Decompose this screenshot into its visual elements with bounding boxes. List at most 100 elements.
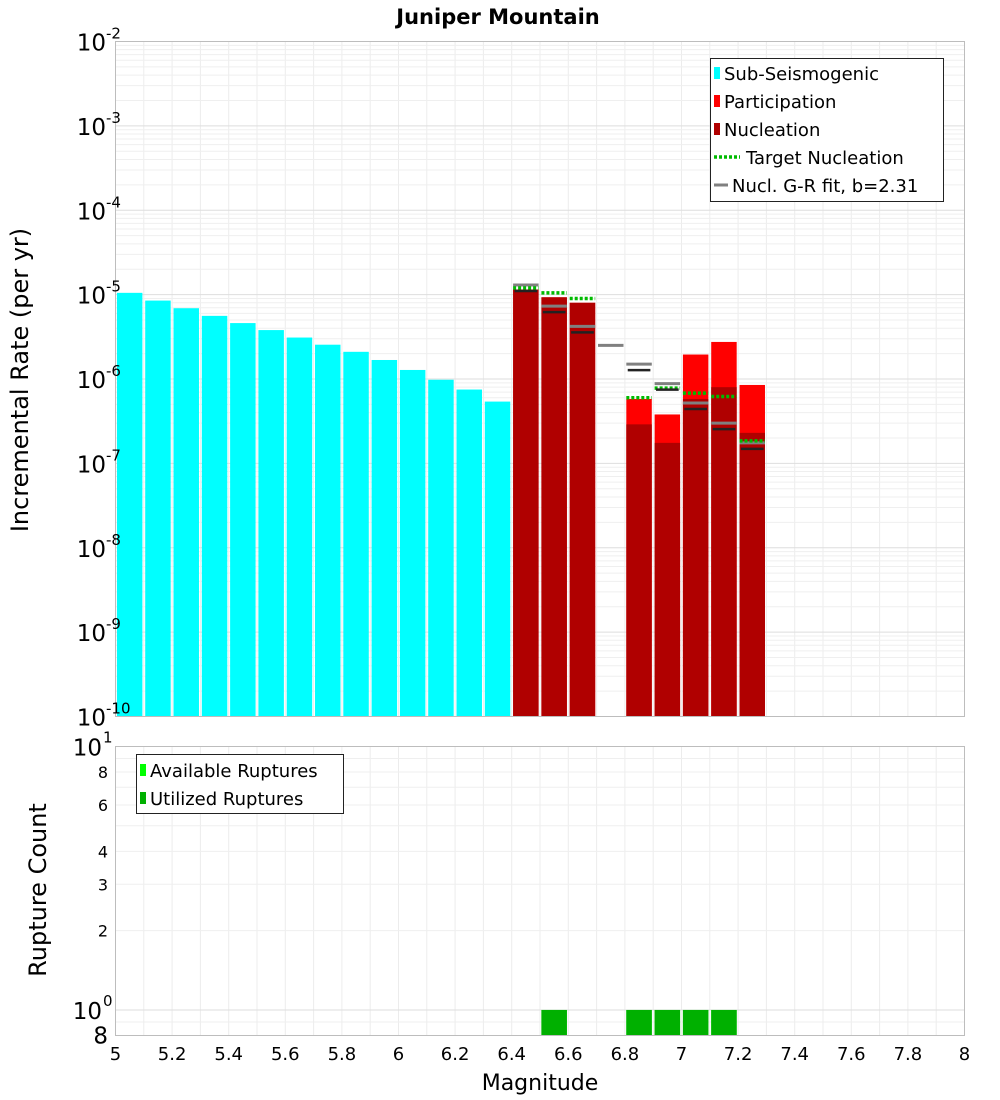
legend-swatch-sub-seismogenic — [714, 67, 720, 79]
x-tick-label: 6.8 — [611, 1044, 640, 1065]
top-y-tick-base: 10 — [77, 31, 106, 57]
top-y-tick: 10 -8 — [77, 531, 121, 563]
sub-seismogenic-bar — [258, 330, 284, 717]
x-tick-label: 5.8 — [328, 1044, 357, 1065]
bottom-legend: Available Ruptures Utilized Ruptures — [136, 754, 344, 814]
top-y-tick-exp: -7 — [106, 446, 121, 464]
nucleation-bar — [513, 289, 539, 717]
top-y-tick-base: 10 — [77, 368, 106, 394]
bottom-y-decade-exp: 0 — [103, 992, 113, 1010]
top-y-tick-exp: -10 — [106, 700, 131, 718]
top-y-tick-base: 10 — [77, 706, 106, 732]
sub-seismogenic-bar — [428, 379, 454, 717]
sub-seismogenic-bar — [371, 359, 398, 717]
legend-label-available-ruptures: Available Ruptures — [150, 761, 318, 782]
x-tick-label: 5.6 — [271, 1044, 300, 1065]
legend-label-participation: Participation — [724, 92, 836, 113]
nucleation-bar — [711, 387, 737, 717]
bottom-y-decade: 10 1 — [73, 729, 113, 762]
bottom-bars — [541, 1009, 737, 1036]
x-tick-label: 6.4 — [497, 1044, 526, 1065]
x-tick-label: 5.4 — [214, 1044, 243, 1065]
bottom-y-axis-label: Rupture Count — [24, 803, 52, 977]
top-y-tick-exp: -6 — [106, 362, 121, 380]
top-y-tick-exp: -8 — [106, 531, 121, 549]
top-plot-frame — [115, 41, 965, 717]
legend-label-utilized-ruptures: Utilized Ruptures — [150, 789, 303, 810]
top-y-tick: 10 -2 — [77, 25, 121, 57]
top-legend: Sub-Seismogenic Participation Nucleation… — [710, 58, 944, 202]
top-y-tick-base: 10 — [77, 284, 106, 310]
x-tick-label: 7.4 — [780, 1044, 809, 1065]
sub-seismogenic-bar — [315, 344, 341, 717]
legend-label-nucleation: Nucleation — [724, 120, 820, 141]
top-y-tick: 10 -5 — [77, 278, 121, 310]
bottom-y-tick: 4 — [98, 842, 108, 861]
chart-title: Juniper Mountain — [394, 5, 599, 29]
sub-seismogenic-bar — [230, 323, 256, 717]
x-tick-label: 7.6 — [837, 1044, 866, 1065]
top-bars — [116, 289, 765, 717]
legend-swatch-available-ruptures — [140, 764, 146, 776]
top-y-tick-exp: -2 — [106, 25, 121, 43]
top-y-tick-exp: -5 — [106, 278, 121, 296]
bottom-y-decade-base: 10 — [73, 736, 102, 762]
utilized-ruptures-bar — [682, 1009, 709, 1036]
bottom-y-decade-base: 10 — [73, 999, 102, 1025]
bottom-legend-box — [136, 754, 344, 814]
top-y-tick-exp: -3 — [106, 109, 121, 127]
top-y-tick: 10 -9 — [77, 615, 121, 647]
top-y-tick-base: 10 — [77, 452, 106, 478]
bottom-y-tick: 8 — [98, 763, 108, 782]
top-y-tick-base: 10 — [77, 621, 106, 647]
legend-swatch-nucleation — [714, 123, 720, 135]
top-y-tick-exp: -4 — [106, 193, 121, 211]
x-tick-label: 8 — [959, 1044, 970, 1065]
bottom-y-tick: 3 — [98, 875, 108, 894]
top-y-tick: 10 -3 — [77, 109, 121, 141]
bottom-y-tick: 6 — [98, 796, 108, 815]
x-tick-label: 5.2 — [158, 1044, 187, 1065]
top-y-tick: 10 -6 — [77, 362, 121, 394]
top-y-tick-exp: -9 — [106, 615, 121, 633]
sub-seismogenic-bar — [343, 351, 369, 717]
sub-seismogenic-bar — [484, 401, 511, 717]
utilized-ruptures-bar — [626, 1009, 652, 1036]
top-y-tick: 10 -7 — [77, 446, 121, 478]
x-axis-label: Magnitude — [482, 1071, 599, 1096]
utilized-ruptures-bar — [541, 1009, 567, 1036]
sub-seismogenic-bar — [145, 300, 171, 717]
x-tick-label: 6 — [393, 1044, 404, 1065]
top-y-tick: 10 -4 — [77, 193, 121, 225]
nucleation-bar — [682, 398, 709, 717]
bottom-x-ticks: 5 5.2 5.4 5.6 5.8 6 6.2 6.4 6.6 6.8 7 7.2 7.4 7.6 7.8 8 — [110, 1044, 970, 1065]
x-tick-label: 7.8 — [894, 1044, 923, 1065]
bottom-y-tick: 2 — [98, 922, 108, 941]
bottom-y-decade-exp: 1 — [103, 729, 113, 747]
sub-seismogenic-bar — [201, 315, 228, 717]
bottom-y-decade: 10 0 — [73, 992, 113, 1025]
utilized-ruptures-bar — [654, 1009, 681, 1036]
bottom-y-tick: 8 — [93, 1024, 108, 1050]
x-tick-label: 7 — [676, 1044, 687, 1065]
legend-label-sub-seismogenic: Sub-Seismogenic — [724, 64, 879, 85]
nucleation-bar — [654, 442, 681, 717]
top-y-axis-label: Incremental Rate (per yr) — [6, 228, 34, 532]
nucleation-bar — [569, 302, 596, 717]
top-lines — [513, 283, 765, 451]
utilized-ruptures-bar — [711, 1009, 737, 1036]
bottom-plot-frame — [115, 746, 965, 1036]
sub-seismogenic-bar — [286, 337, 313, 717]
nucleation-bar — [626, 424, 652, 717]
x-tick-label: 7.2 — [724, 1044, 753, 1065]
legend-label-gr-fit: Nucl. G-R fit, b=2.31 — [732, 176, 918, 197]
sub-seismogenic-bar — [173, 308, 199, 717]
sub-seismogenic-bar — [399, 369, 426, 717]
x-tick-label: 6.6 — [554, 1044, 583, 1065]
top-y-tick-base: 10 — [77, 537, 106, 563]
x-tick-label: 6.2 — [441, 1044, 470, 1065]
legend-swatch-participation — [714, 95, 720, 107]
